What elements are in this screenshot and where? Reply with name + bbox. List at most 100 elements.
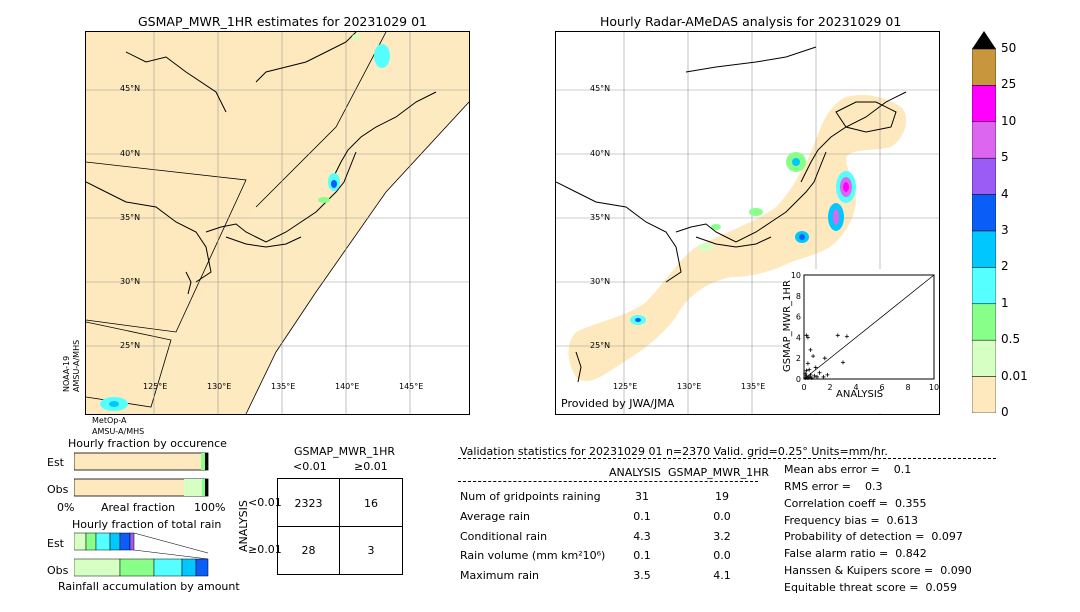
colorbar-segment [971,267,997,305]
validation-row-gsmap: 0.0 [713,510,731,523]
scatter-point [804,373,809,378]
left-lon-label-140: 140°E [335,382,360,391]
swath-edge-2 [245,101,469,414]
contingency-a: 2323 [294,497,323,510]
validation-row-gsmap: 4.1 [713,569,731,582]
right-lat-label-45: 45°N [590,84,611,93]
rain-est-seg-1 [74,532,87,551]
left-lon-label-145: 145°E [399,382,424,391]
occ-obs-label: Obs [47,483,69,496]
scatter-point [807,367,812,372]
validation-row-gsmap: 3.2 [713,530,731,543]
colorbar-tick-label: 1 [1001,295,1009,310]
colorbar-segment [971,339,997,377]
validation-row-label: Maximum rain [460,569,539,582]
colorbar-segment [971,121,997,159]
occ-est-rain [201,453,205,470]
score-ets: Equitable threat score = 0.059 [784,581,957,594]
rain-fraction-title: Hourly fraction of total rain [72,518,222,531]
occ-obs-edge [205,479,208,496]
scatter-point [844,334,849,339]
scatter-x-tick: 2 [827,383,832,392]
colorbar-tick-label: 4 [1001,186,1009,201]
scatter-point [841,360,845,365]
rain-obs-seg-3 [153,558,183,577]
scatter-point [808,372,813,377]
right-lat-label-30: 30°N [590,277,611,286]
right-lon-label-130: 130°E [677,382,702,391]
scatter-plot: 00 2 2 4 4 6 6 8 8 10 10 [791,271,939,392]
validation-row-analysis: 3.5 [633,569,651,582]
contingency-hline [278,526,402,527]
rain-est-seg-4 [109,532,121,551]
left-rain [100,34,390,411]
left-lon-label-130: 130°E [207,382,232,391]
validation-row-label: Conditional rain [460,530,548,543]
rain-est-seg-6 [129,532,135,551]
scatter-point [803,371,808,376]
sat-left-label-1: NOAA-19 [62,355,71,392]
rain-obs-seg-1 [74,558,121,577]
radar-coverage [568,95,907,382]
left-map-canvas [86,32,469,414]
validation-header: Validation statistics for 20231029 01 n=… [460,445,888,458]
scatter-point [804,333,809,338]
colorbar [971,31,997,414]
scatter-point [808,347,813,352]
colorbar-segment [971,194,997,232]
rain-est-label: Est [47,537,64,550]
right-lat-label-40: 40°N [590,149,611,158]
colorbar-segment [971,48,997,86]
validation-row-label: Average rain [460,510,530,523]
colorbar-segment [971,85,997,123]
sat-bottom-label-1: MetOp-A [92,416,127,425]
scatter-x-tick: 8 [905,383,910,392]
validation-row-gsmap: 19 [715,490,729,503]
scatter-x-tick: 6 [879,383,884,392]
scatter-point [811,354,816,359]
swath-area [86,32,386,414]
scatter-point [809,375,814,380]
rain-obs-seg-4 [181,558,197,577]
validation-row-analysis: 0.1 [633,549,651,562]
data-credit: Provided by JWA/JMA [561,397,675,410]
rain-est-seg-5 [119,532,131,551]
scatter-point [825,372,830,377]
validation-col-gsmap: GSMAP_MWR_1HR [668,466,770,479]
contingency-col1: <0.01 [293,460,327,473]
right-rain [630,152,856,325]
scatter-y-tick: 6 [796,313,801,322]
occ-est-label: Est [47,456,64,469]
colorbar-tick-label: 25 [1001,77,1017,92]
colorbar-extend-arrow [972,31,996,49]
right-lon-label-135: 135°E [741,382,766,391]
contingency-row2: ≥0.01 [248,543,282,556]
occ-est-edge [205,453,208,470]
rain-connector-2 [133,549,209,560]
colorbar-svg [971,31,997,414]
validation-divider-cols [458,481,758,482]
occurrence-bars [74,452,209,497]
score-far: False alarm ratio = 0.842 [784,547,927,560]
contingency-title: GSMAP_MWR_1HR [294,445,396,458]
scatter-point [804,368,809,373]
left-lon-label-125: 125°E [143,382,168,391]
scatter-y-tick: 4 [796,333,801,342]
left-lat-label-25: 25°N [120,341,141,350]
scatter-point [812,373,817,378]
score-rmse: RMS error = 0.3 [784,480,883,493]
scatter-x-tick: 4 [853,383,858,392]
rain-est-seg-2 [85,532,97,551]
scatter-point [813,365,818,370]
scatter-point [817,370,822,375]
right-map: 45°N 40°N 35°N 30°N 25°N 125°E 130°E 135… [555,31,940,415]
rain-obs-seg-5 [195,558,209,577]
occurrence-title: Hourly fraction by occurence [68,437,227,450]
validation-row-analysis: 0.1 [633,510,651,523]
axis-areal-fraction: Areal fraction [101,501,176,514]
right-lat-label-25: 25°N [590,341,611,350]
scatter-y-tick: 10 [791,271,801,280]
scatter-point [805,335,810,340]
validation-row-analysis: 4.3 [633,530,651,543]
colorbar-tick-label: 10 [1001,113,1017,128]
